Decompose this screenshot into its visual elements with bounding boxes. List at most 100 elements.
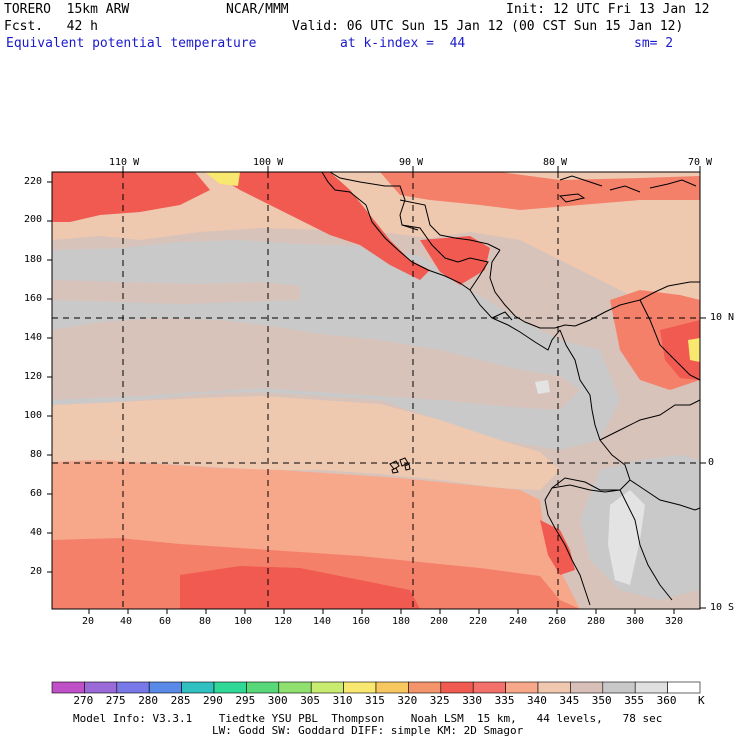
- band-340-south: [52, 396, 560, 490]
- colorbar-swatch: [570, 681, 604, 694]
- model-title: TORERO 15km ARW: [4, 2, 130, 17]
- y-tick: 160: [24, 293, 43, 304]
- x-tick: 220: [469, 616, 488, 627]
- graticule: [52, 172, 700, 609]
- colorbar-swatch: [246, 681, 280, 694]
- lon-label-100w: 100 W: [253, 157, 284, 168]
- lat-label-10n: 10 N: [710, 312, 735, 323]
- colorbar-swatch: [634, 681, 668, 694]
- colorbar-swatch: [148, 681, 182, 694]
- bottom-ticks: [88, 609, 675, 614]
- level-index: at k-index = 44: [340, 36, 466, 51]
- model-physics: LW: Godd SW: Goddard DIFF: simple KM: 2D…: [212, 724, 524, 737]
- x-tick: 300: [626, 616, 645, 627]
- center-name: NCAR/MMM: [226, 2, 289, 17]
- colorbar-unit: K: [698, 694, 705, 707]
- colorbar-label: 290: [203, 694, 223, 707]
- model-info: Model Info: V3.3.1 Tiedtke YSU PBL Thomp…: [73, 712, 663, 725]
- colorbar-label: 360: [656, 694, 677, 707]
- y-tick: 60: [30, 488, 43, 499]
- lon-label-80w: 80 W: [543, 157, 568, 168]
- x-tick: 40: [120, 616, 133, 627]
- band-315-mexico: [205, 172, 240, 186]
- border-colombia: [599, 399, 701, 441]
- x-tick: 280: [587, 616, 606, 627]
- caribbean-islands: [559, 175, 697, 193]
- gulf-coast: [329, 171, 419, 231]
- band-325-colombia: [660, 320, 700, 380]
- colorbar-swatch: [375, 681, 409, 694]
- left-ticks: [47, 181, 52, 573]
- field-shading: [52, 172, 700, 609]
- south-america-pacific: [544, 329, 631, 606]
- valid-time: Valid: 06 UTC Sun 15 Jan 12 (00 CST Sun …: [292, 19, 684, 34]
- colorbar-swatch: [51, 681, 85, 694]
- venezuela-border: [639, 299, 701, 381]
- colorbar-label: 300: [267, 694, 288, 707]
- y-tick: 220: [24, 176, 43, 187]
- x-tick: 20: [82, 616, 95, 627]
- border-brazil: [629, 479, 701, 511]
- colorbar-swatch: [602, 681, 636, 694]
- x-tick: 100: [234, 616, 253, 627]
- right-ticks: [700, 317, 706, 609]
- x-tick: 320: [665, 616, 684, 627]
- band-355-amazon: [608, 490, 645, 585]
- colorbar-swatch: [343, 681, 377, 694]
- band-325-central-america: [420, 236, 490, 285]
- y-tick: 200: [24, 214, 43, 225]
- plot-frame: [51, 171, 701, 610]
- lat-label-0: 0: [708, 457, 715, 468]
- band-325-mexico: [210, 172, 430, 280]
- colorbar-swatch: [84, 681, 118, 694]
- x-tick: 200: [430, 616, 449, 627]
- colorbar-swatch: [310, 681, 344, 694]
- smoothing: sm= 2: [634, 36, 674, 51]
- band-325-south: [180, 566, 420, 609]
- mexico-pacific-coast: [321, 171, 561, 351]
- jamaica: [558, 193, 586, 203]
- colorbar-label: 285: [170, 694, 191, 707]
- colorbar: [51, 681, 701, 694]
- x-tick: 80: [199, 616, 212, 627]
- colorbar-label: 330: [462, 694, 483, 707]
- band-345-mid: [52, 318, 580, 410]
- border-honduras: [457, 257, 489, 291]
- band-315-colombia: [688, 338, 700, 362]
- x-tick: 240: [509, 616, 528, 627]
- y-tick: 180: [24, 254, 43, 265]
- lat-label-10s: 10 S: [710, 602, 735, 613]
- x-tick: 140: [313, 616, 332, 627]
- forecast-hour: Fcst. 42 h: [4, 19, 98, 34]
- band-340-north: [52, 172, 700, 330]
- colorbar-swatch: [472, 681, 506, 694]
- band-325-nw: [52, 172, 210, 222]
- colorbar-swatch: [116, 681, 150, 694]
- colorbar-swatch: [505, 681, 539, 694]
- colorbar-label: 270: [73, 694, 94, 707]
- colorbar-label: 355: [624, 694, 645, 707]
- lon-label-90w: 90 W: [399, 157, 424, 168]
- y-tick: 80: [30, 449, 43, 460]
- y-tick: 40: [30, 527, 43, 538]
- colorbar-label: 350: [591, 694, 612, 707]
- colorbar-label: 275: [105, 694, 126, 707]
- field-name: Equivalent potential temperature: [6, 36, 257, 51]
- y-tick: 120: [24, 371, 43, 382]
- y-tick: 140: [24, 332, 43, 343]
- band-355-spot: [535, 380, 550, 394]
- border-costa-rica: [491, 311, 513, 321]
- x-tick: 120: [274, 616, 293, 627]
- x-tick: 160: [352, 616, 371, 627]
- colorbar-label: 340: [527, 694, 547, 707]
- x-tick: 260: [548, 616, 567, 627]
- top-ticks: [122, 166, 701, 172]
- border-ecuador-peru: [551, 484, 621, 493]
- colorbar-label: 315: [365, 694, 385, 707]
- lon-label-110w: 110 W: [109, 157, 140, 168]
- colorbar-label: 305: [300, 694, 321, 707]
- colorbar-swatch: [213, 681, 247, 694]
- init-time: Init: 12 UTC Fri 13 Jan 12: [506, 2, 710, 17]
- yucatan: [399, 199, 501, 251]
